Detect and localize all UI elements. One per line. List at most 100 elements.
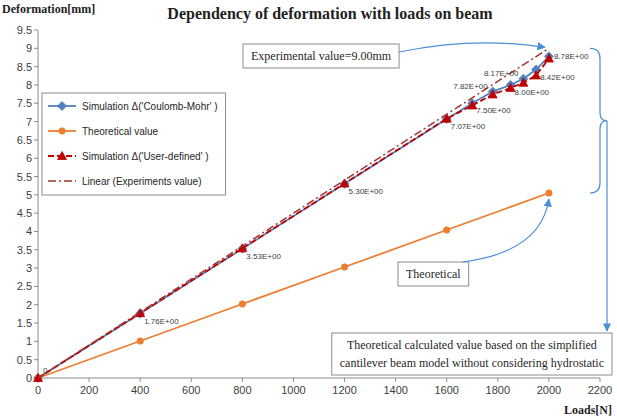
y-axis-line [38, 30, 39, 378]
data-point [544, 54, 553, 62]
y-tick-label: 8.5 [17, 61, 32, 73]
y-tick [34, 30, 38, 31]
data-point [239, 301, 245, 307]
y-tick [34, 158, 38, 159]
data-point [444, 227, 450, 233]
y-tick [34, 121, 38, 122]
data-label: 3.53E+00 [246, 252, 281, 261]
data-point [137, 338, 143, 344]
x-tick-label: 2000 [537, 384, 561, 396]
y-tick-label: 6 [26, 152, 32, 164]
x-tick-label: 400 [131, 384, 149, 396]
legend-box [42, 93, 226, 195]
legend-marker [59, 128, 65, 134]
data-label: 8.00E+00 [515, 88, 550, 97]
y-tick-label: 6.5 [17, 134, 32, 146]
x-tick-label: 1200 [332, 384, 356, 396]
y-tick-label: 9 [26, 42, 32, 54]
data-labels: 01.76E+003.53E+005.30E+007.07E+007.50E+0… [43, 52, 589, 375]
data-label: 8.17E+00 [484, 69, 519, 78]
annotation-box [398, 262, 469, 286]
annotation: Experimental value=9.00mm [243, 44, 399, 68]
annotation-arrow [463, 199, 549, 262]
y-tick-label: 1 [26, 335, 32, 347]
data-point [442, 114, 451, 122]
y-tick [34, 323, 38, 324]
chart-title: Dependency of deformation with loads on … [167, 5, 493, 23]
x-tick [293, 378, 294, 382]
y-tick-label: 2 [26, 299, 32, 311]
y-tick [34, 286, 38, 287]
y-tick [34, 304, 38, 305]
y-tick [34, 231, 38, 232]
legend: Simulation Δ('Coulomb-Mohr' ) Theoretical… [42, 93, 226, 195]
chart: Dependency of deformation with loads on … [0, 0, 617, 420]
y-tick-label: 0 [26, 372, 32, 384]
y-tick [34, 66, 38, 67]
x-tick [89, 378, 90, 382]
annotation-text: Experimental value=9.00mm [251, 49, 392, 63]
y-tick-label: 5 [26, 189, 32, 201]
series-line [38, 48, 549, 378]
x-tick-label: 1800 [486, 384, 510, 396]
annotation-text: Theoretical [406, 267, 461, 281]
x-tick [600, 378, 601, 382]
legend-label: Theoretical value [82, 126, 159, 137]
data-point [519, 78, 528, 86]
data-point [488, 90, 497, 98]
y-tick [34, 268, 38, 269]
x-axis-label: Loads[N] [564, 403, 612, 417]
y-tick [34, 176, 38, 177]
x-tick [395, 378, 396, 382]
data-label: 0 [43, 366, 48, 375]
x-tick-label: 1600 [434, 384, 458, 396]
y-tick-label: 3 [26, 262, 32, 274]
series-line [38, 56, 549, 378]
y-tick [34, 139, 38, 140]
y-tick [34, 249, 38, 250]
annotation-arrows [399, 43, 607, 331]
legend-label: Linear (Experiments value) [82, 176, 202, 187]
legend-label: Simulation Δ('User-defined' ) [82, 151, 209, 162]
y-tick-label: 5.5 [17, 171, 32, 183]
annotation-text: cantilever beam model without considerin… [340, 356, 604, 370]
y-tick-label: 4.5 [17, 207, 32, 219]
data-point [341, 264, 347, 270]
annotation-box [332, 333, 612, 375]
legend-marker [58, 152, 67, 160]
data-point [546, 190, 552, 196]
annotation: Theoretical [398, 262, 469, 286]
y-axis-label: Deformation[mm] [2, 2, 95, 16]
x-tick-label: 1000 [281, 384, 305, 396]
x-tick-label: 600 [182, 384, 200, 396]
x-tick-label: 200 [80, 384, 98, 396]
annotation-text: Theoretical calculated value based on th… [347, 338, 597, 352]
annotation-box [243, 44, 399, 68]
plot-marks [34, 48, 554, 382]
y-tick-label: 2.5 [17, 280, 32, 292]
data-label: 8.42E+00 [540, 73, 575, 82]
annotation-arrow [399, 43, 545, 52]
legend-marker [58, 102, 67, 111]
series-group [34, 54, 554, 381]
x-tick-label: 0 [35, 384, 41, 396]
x-tick-label: 2200 [588, 384, 612, 396]
x-tick [344, 378, 345, 382]
y-tick-label: 7.5 [17, 97, 32, 109]
y-tick-label: 0.5 [17, 354, 32, 366]
x-tick [242, 378, 243, 382]
y-tick-label: 7 [26, 116, 32, 128]
annotations: Experimental value=9.00mm Theoretical Theo… [243, 44, 612, 375]
legend-line [48, 180, 76, 182]
x-tick [191, 378, 192, 382]
data-label: 7.50E+00 [476, 106, 511, 115]
legend-label: Simulation Δ('Coulomb-Mohr' ) [82, 101, 218, 112]
x-tick [497, 378, 498, 382]
annotation: Theoretical calculated value based on th… [332, 333, 612, 375]
data-point [238, 244, 247, 252]
y-tick [34, 359, 38, 360]
x-tick [548, 378, 549, 382]
x-tick-label: 1400 [383, 384, 407, 396]
data-label: 1.76E+00 [144, 317, 179, 326]
x-tick-label: 800 [233, 384, 251, 396]
